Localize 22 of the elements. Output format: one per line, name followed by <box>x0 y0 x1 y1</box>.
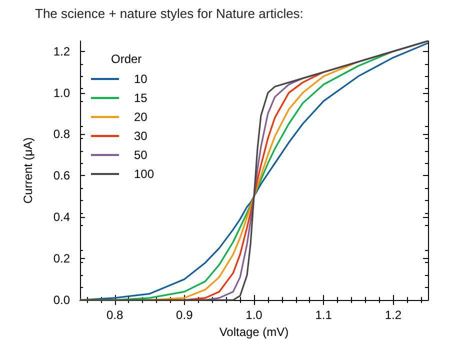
y-tick-label: 0.2 <box>53 252 70 266</box>
legend-label: 15 <box>134 91 148 105</box>
x-tick-label: 0.9 <box>176 308 194 322</box>
x-tick-label: 1.1 <box>315 308 332 322</box>
legend-title: Order <box>111 52 142 66</box>
legend-label: 50 <box>134 148 148 162</box>
legend-label: 20 <box>134 110 148 124</box>
y-tick-label: 0.4 <box>53 210 70 224</box>
y-tick-label: 1.0 <box>53 86 70 100</box>
x-axis-title: Voltage (mV) <box>219 325 289 339</box>
x-tick-label: 1.0 <box>246 308 263 322</box>
x-tick-label: 1.2 <box>384 308 402 322</box>
x-tick-label: 0.8 <box>106 308 124 322</box>
legend-label: 100 <box>134 167 154 181</box>
y-axis-title: Current (μA) <box>21 137 35 204</box>
legend-label: 10 <box>134 72 148 86</box>
y-tick-label: 0.6 <box>53 168 70 183</box>
y-tick-label: 1.2 <box>53 44 70 58</box>
y-tick-label: 0.8 <box>53 127 70 142</box>
y-tick-label: 0.0 <box>53 293 70 307</box>
chart-title: The science + nature styles for Nature articles: <box>35 6 304 21</box>
legend-label: 30 <box>134 129 148 143</box>
